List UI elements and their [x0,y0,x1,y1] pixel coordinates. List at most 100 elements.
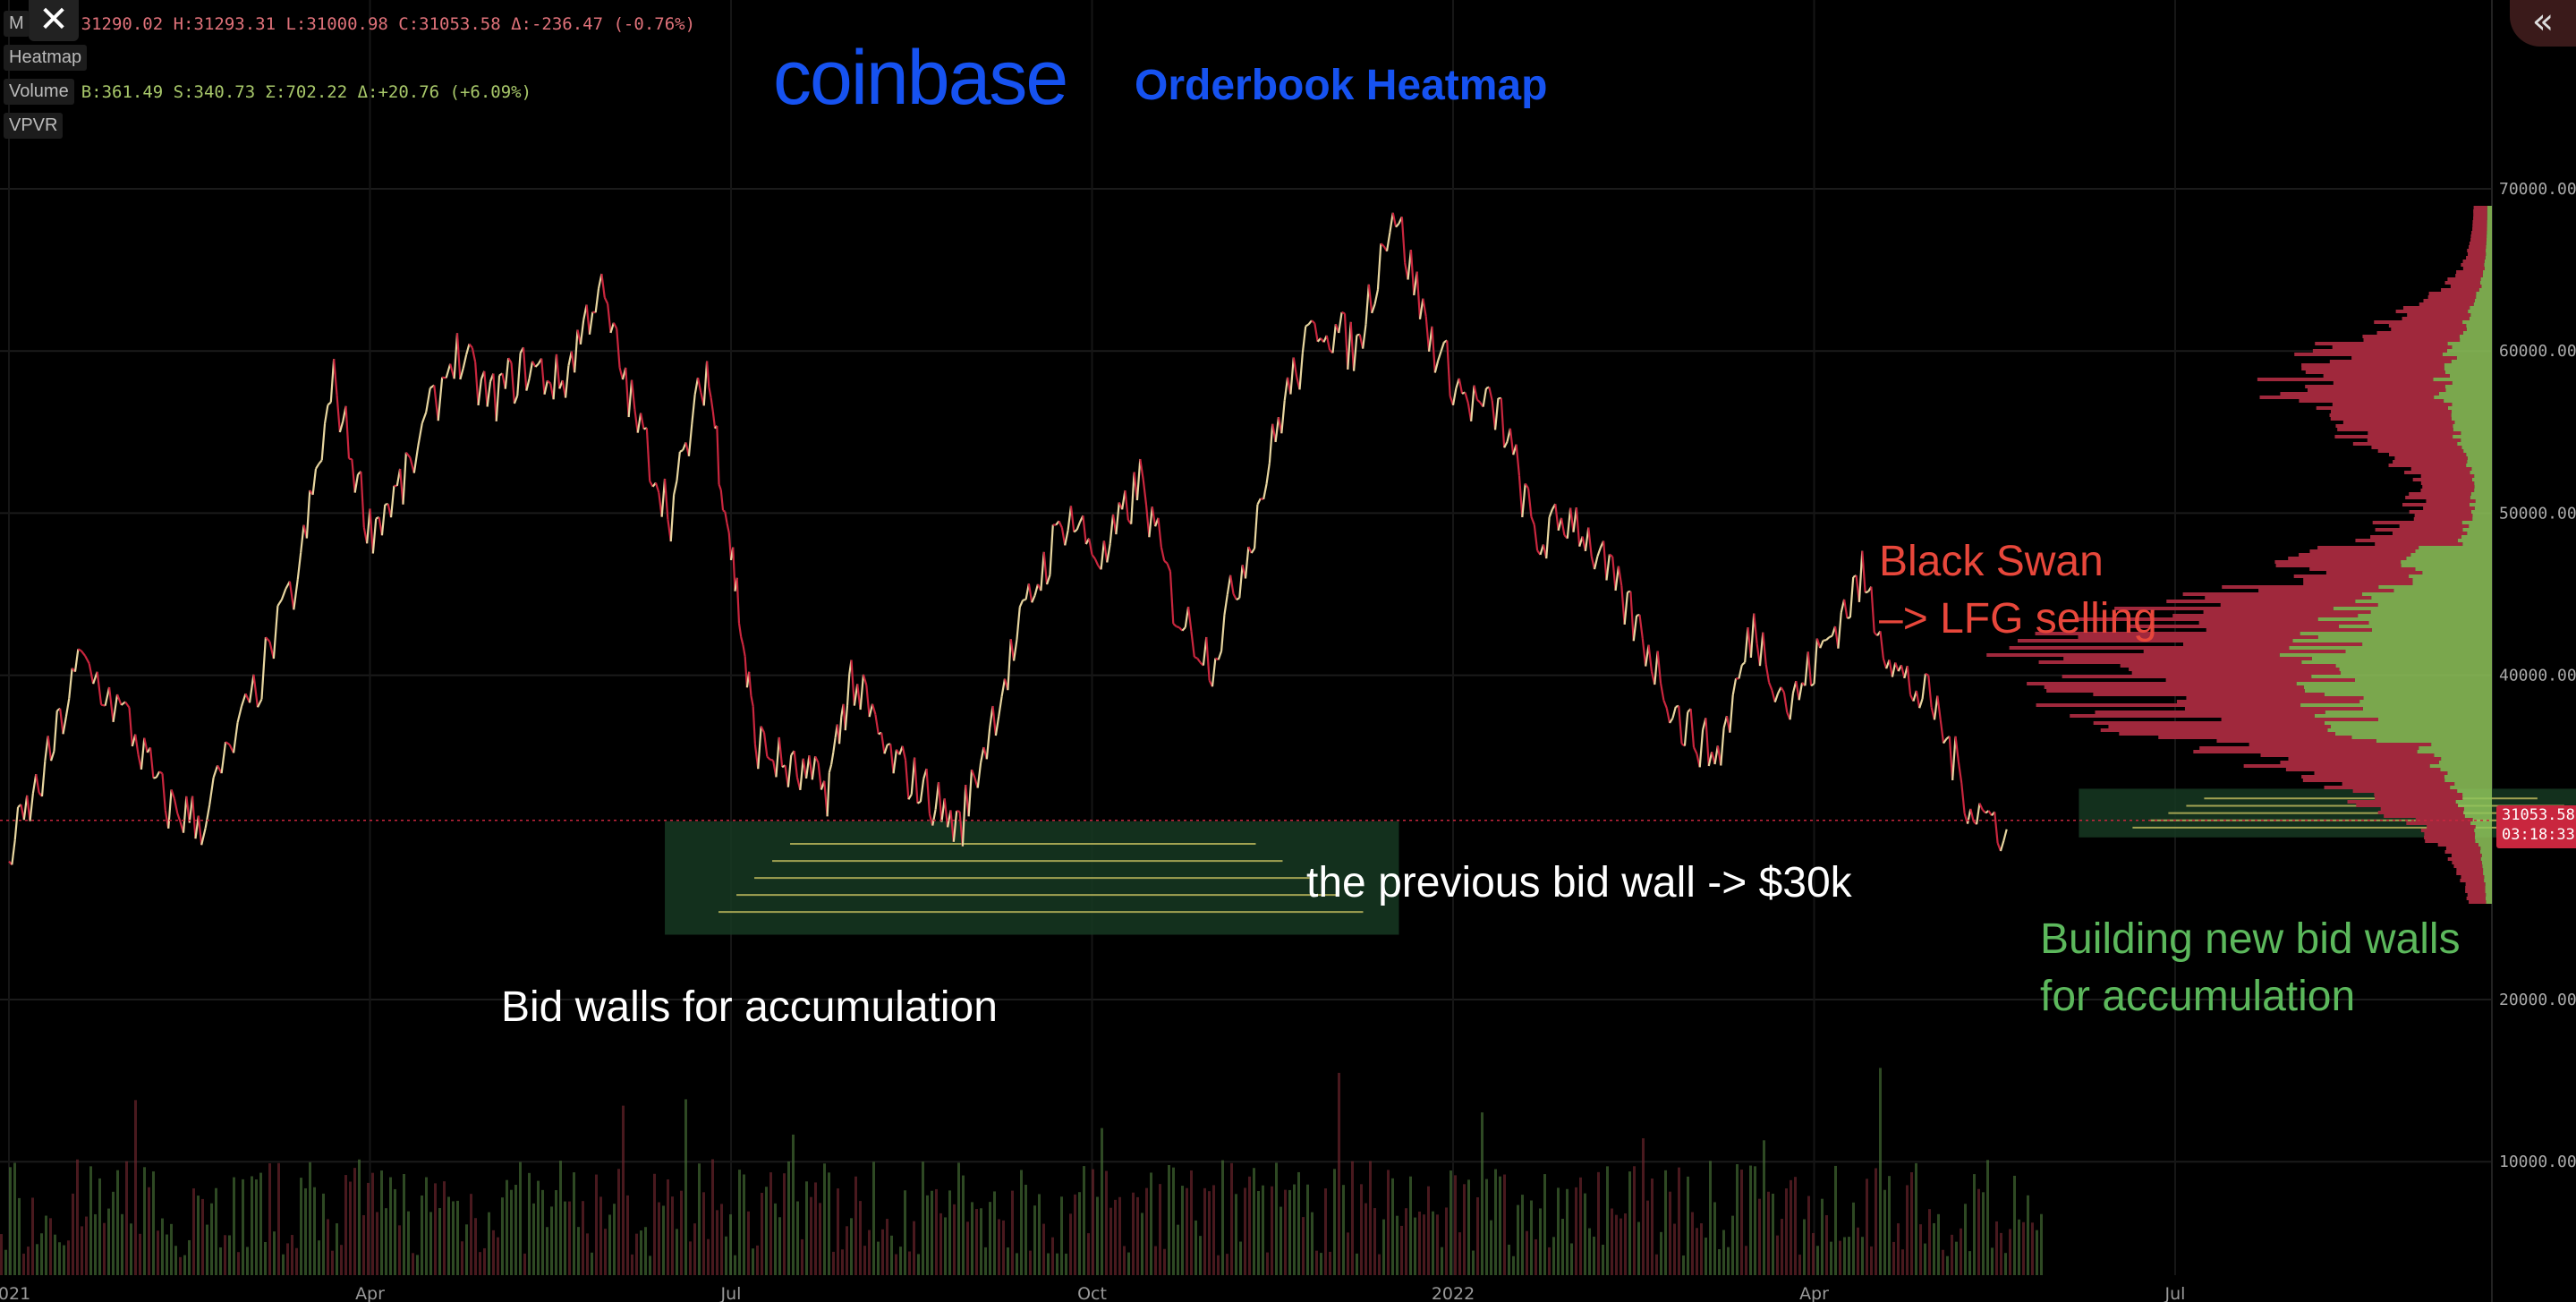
price-candle-segment [353,473,360,493]
volume-bar [1807,1196,1810,1275]
price-candle-segment [1683,711,1689,746]
volume-bar [1682,1255,1685,1275]
price-candle-segment [462,354,468,369]
vpvr-buy-bar [2462,528,2492,532]
collapse-panel-icon[interactable]: « [2510,0,2576,47]
price-candle-segment [1524,482,1529,489]
volume-bar [747,1211,750,1275]
price-candle-segment [1115,502,1120,535]
price-candle-segment [1659,683,1665,701]
volume-bar [309,1162,311,1275]
volume-layer-label[interactable]: Volume [4,79,74,105]
vpvr-sell-bar [1986,653,2280,657]
volume-bar [1423,1214,1425,1275]
price-candle-segment [543,380,548,395]
vpvr-sell-bar [2288,757,2442,761]
volume-bar [1190,1170,1193,1275]
vpvr-sell-bar [2120,664,2336,668]
price-candle-segment [1093,557,1100,566]
price-candle-segment [1470,385,1475,421]
price-candle-segment [702,361,709,406]
price-candle-segment [1738,664,1743,679]
vpvr-sell-bar [2222,585,2379,589]
volume-bar [1897,1223,1900,1275]
vpvr-layer-label[interactable]: VPVR [4,113,64,139]
price-candle-segment [1253,504,1259,549]
vpvr-buy-bar [2406,557,2492,560]
vpvr-sell-bar [2377,449,2464,453]
price-candle-segment [437,377,444,421]
vpvr-sell-bar [2451,854,2482,857]
vpvr-sell-bar [2472,227,2487,231]
volume-bar [532,1203,535,1275]
vpvr-sell-bar [2456,270,2484,274]
vpvr-sell-bar [2370,535,2462,539]
vpvr-buy-bar [2339,668,2492,671]
price-candle-segment [1762,632,1767,665]
volume-bar [1123,1246,1126,1275]
price-candle-segment [868,703,874,718]
price-candle-segment [1232,593,1237,600]
black-swan-line-2: –> LFG selling [1879,595,2157,642]
price-candle-segment [1560,517,1566,536]
volume-bar [1530,1200,1533,1275]
volume-bar [143,1167,146,1275]
price-candle-segment [329,359,336,403]
price-candle-segment [1951,736,1957,781]
volume-bar [394,1188,396,1275]
vpvr-buy-bar [2279,653,2492,657]
vpvr-sell-bar [2402,317,2470,320]
price-candle-segment [1966,808,1972,824]
heatmap-layer-label[interactable]: Heatmap [4,45,88,71]
vpvr-buy-bar [2446,349,2492,353]
price-candle-segment [1347,321,1352,370]
vpvr-sell-bar [2473,213,2487,217]
volume-bar [461,1241,463,1275]
price-candle-segment [625,367,630,418]
price-candle-segment [1698,729,1705,768]
new-bid-walls-annotation: Building new bid walls for accumulation [2040,911,2461,1025]
price-candle-segment [1058,520,1063,529]
price-candle-segment [883,744,888,754]
price-candle-segment [1813,638,1818,685]
price-candle-segment [1100,540,1106,570]
volume-bar [1494,1169,1497,1275]
volume-bar [1977,1188,1980,1275]
vpvr-buy-bar [2476,292,2492,295]
price-candle-segment [844,705,849,731]
vpvr-sell-bar [2469,245,2487,249]
volume-bar [1199,1236,1202,1275]
price-candle-segment [828,764,833,773]
volume-bar [1508,1244,1510,1275]
volume-bar [344,1175,347,1275]
price-candle-segment [170,789,175,800]
vpvr-buy-bar [2486,893,2492,897]
main-series-label[interactable]: M [4,11,30,37]
vpvr-sell-bar [2351,356,2457,360]
price-candle-segment [360,471,365,528]
vpvr-sell-bar [2402,503,2470,506]
price-candle-segment [1927,675,1933,708]
vpvr-sell-bar [2367,438,2461,442]
price-candle-segment [1509,428,1515,455]
vpvr-sell-bar [2309,549,2416,553]
vpvr-buy-bar [2368,621,2492,625]
price-candle-segment [727,532,733,561]
volume-bar [720,1204,723,1275]
price-candle-segment [504,357,510,389]
vpvr-sell-bar [2176,700,2360,703]
price-candle-segment [916,800,922,804]
volume-bar [1288,1189,1291,1275]
vpvr-buy-bar [2457,539,2492,542]
vpvr-buy-bar [2451,413,2492,417]
vpvr-buy-bar [2434,396,2492,399]
volume-bar [1763,1140,1765,1275]
volume-bar [1624,1213,1627,1275]
vpvr-buy-bar [2363,696,2492,700]
volume-bar [1584,1193,1586,1275]
volume-bar [371,1172,374,1275]
vpvr-sell-bar [2423,506,2475,510]
close-icon[interactable]: ✕ [29,0,79,41]
volume-bar [237,1252,240,1275]
